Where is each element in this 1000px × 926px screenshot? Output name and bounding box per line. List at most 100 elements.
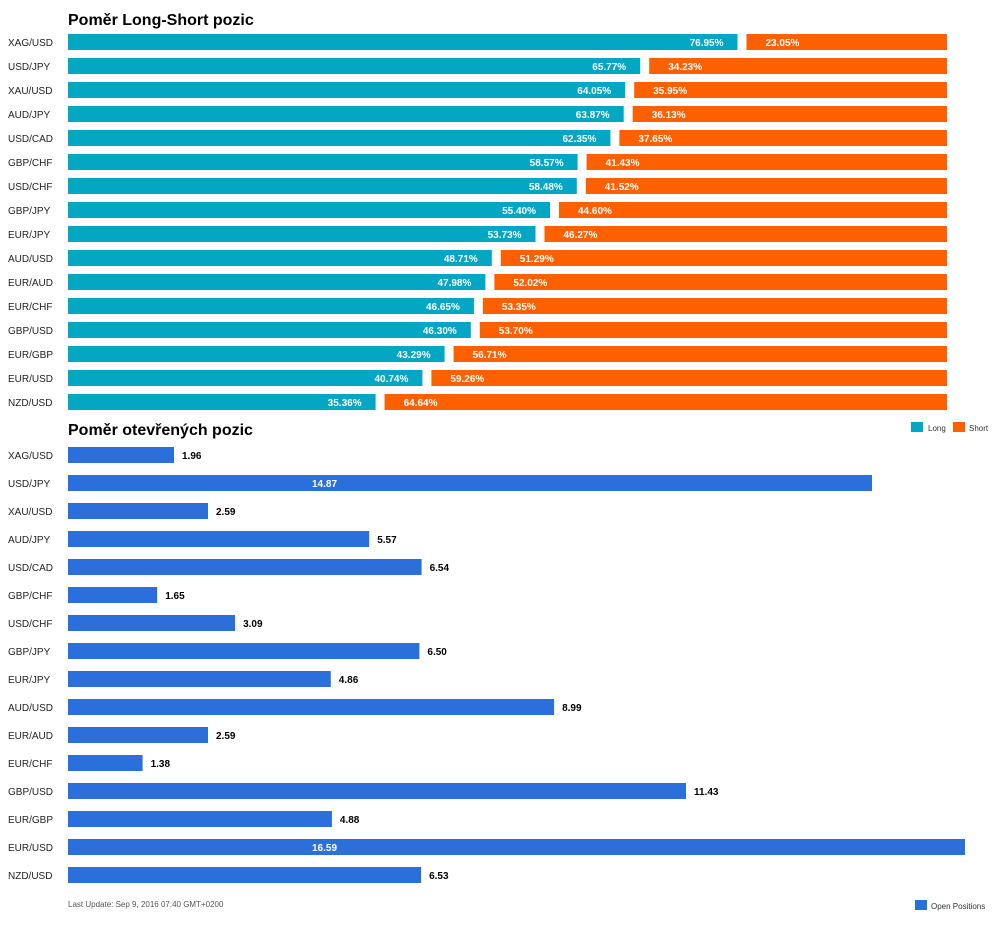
long-short-category-label: XAG/USD: [8, 38, 53, 49]
short-bar: [559, 202, 947, 218]
open-positions-bar: [68, 811, 332, 827]
short-percent-label: 34.23%: [668, 62, 702, 73]
short-bar: [431, 370, 947, 386]
long-bar: [68, 130, 611, 146]
open-positions-category-label: EUR/JPY: [8, 675, 51, 686]
long-percent-label: 76.95%: [690, 38, 724, 49]
open-positions-bar: [68, 531, 370, 547]
long-percent-label: 58.48%: [529, 182, 563, 193]
long-bar: [68, 178, 577, 194]
open-positions-category-label: EUR/CHF: [8, 759, 52, 770]
long-bar: [68, 106, 624, 122]
long-percent-label: 53.73%: [488, 230, 522, 241]
short-bar: [746, 34, 947, 50]
long-percent-label: 62.35%: [562, 134, 596, 145]
open-positions-bar: [68, 839, 965, 855]
short-bar: [632, 106, 947, 122]
open-positions-chart: Poměr otevřených pozic XAG/USD USD/JPY XAU…: [8, 422, 985, 911]
open-positions-value-label: 8.99: [562, 703, 582, 714]
open-positions-bar: [68, 783, 686, 799]
open-positions-category-label: EUR/AUD: [8, 731, 53, 742]
open-positions-category-label: USD/JPY: [8, 479, 51, 490]
short-percent-label: 46.27%: [564, 230, 598, 241]
long-percent-label: 35.36%: [328, 398, 362, 409]
long-short-chart: Poměr Long-Short pozic XAG/USD USD/JPY XAU…: [8, 12, 989, 433]
short-bar: [494, 274, 947, 290]
open-positions-bars: 1.96 14.87 2.59 5.57 6.54 1.65 3.09 6.50 4.86 8.9…: [68, 447, 965, 883]
open-positions-category-label: GBP/JPY: [8, 647, 51, 658]
short-bar: [585, 178, 947, 194]
short-percent-label: 53.70%: [499, 326, 533, 337]
short-bar: [619, 130, 947, 146]
short-percent-label: 36.13%: [652, 110, 686, 121]
open-positions-value-label: 1.38: [151, 759, 171, 770]
open-positions-bar: [68, 587, 158, 603]
short-percent-label: 64.64%: [404, 398, 438, 409]
long-bar: [68, 34, 738, 50]
short-percent-label: 56.71%: [473, 350, 507, 361]
short-bar: [384, 394, 948, 410]
long-short-category-label: AUD/USD: [8, 254, 53, 265]
legend-long-label: Long: [928, 424, 946, 433]
open-positions-bar: [68, 643, 420, 659]
long-bar: [68, 154, 578, 170]
long-bar: [68, 322, 471, 338]
long-bar: [68, 226, 536, 242]
long-percent-label: 63.87%: [576, 110, 610, 121]
open-positions-bar: [68, 699, 555, 715]
legend-short-swatch: [953, 422, 965, 432]
open-positions-value-label: 1.65: [165, 591, 185, 602]
long-percent-label: 58.57%: [530, 158, 564, 169]
open-positions-bar: [68, 559, 422, 575]
long-short-category-label: XAU/USD: [8, 86, 52, 97]
long-short-category-label: GBP/JPY: [8, 206, 51, 217]
short-bar: [482, 298, 947, 314]
open-positions-category-label: GBP/CHF: [8, 591, 52, 602]
open-positions-bar: [68, 755, 143, 771]
open-positions-legend: Open Positions: [915, 900, 985, 911]
open-positions-bar: [68, 615, 236, 631]
open-positions-value-label: 4.88: [340, 815, 360, 826]
long-bar: [68, 58, 641, 74]
short-bar: [544, 226, 947, 242]
long-bar: [68, 274, 486, 290]
open-positions-category-label: GBP/USD: [8, 787, 53, 798]
open-positions-category-label: AUD/USD: [8, 703, 53, 714]
long-percent-label: 48.71%: [444, 254, 478, 265]
long-short-legend: Long Short: [911, 422, 989, 433]
open-positions-category-label: USD/CHF: [8, 619, 52, 630]
short-bar: [586, 154, 947, 170]
long-percent-label: 46.65%: [426, 302, 460, 313]
short-percent-label: 23.05%: [766, 38, 800, 49]
last-update-text: Last Update: Sep 9, 2016 07:40 GMT+0200: [68, 900, 224, 909]
open-positions-bar: [68, 727, 208, 743]
legend-short-label: Short: [969, 424, 989, 433]
open-positions-bar: [68, 475, 872, 491]
open-positions-bar: [68, 671, 331, 687]
short-percent-label: 51.29%: [520, 254, 554, 265]
open-positions-category-labels: XAG/USD USD/JPY XAU/USD AUD/JPY USD/CAD GBP/C…: [8, 451, 53, 882]
short-percent-label: 59.26%: [450, 374, 484, 385]
long-short-category-label: EUR/CHF: [8, 302, 52, 313]
open-positions-value-label: 6.50: [427, 647, 447, 658]
long-bar: [68, 346, 445, 362]
long-percent-label: 40.74%: [374, 374, 408, 385]
long-short-category-label: EUR/GBP: [8, 350, 53, 361]
open-positions-value-label: 3.09: [243, 619, 263, 630]
short-bar: [500, 250, 947, 266]
long-bar: [68, 202, 550, 218]
open-positions-value-label: 4.86: [339, 675, 359, 686]
long-percent-label: 65.77%: [592, 62, 626, 73]
legend-open-positions-label: Open Positions: [931, 902, 985, 911]
open-positions-category-label: AUD/JPY: [8, 535, 51, 546]
long-short-category-label: AUD/JPY: [8, 110, 51, 121]
open-positions-category-label: USD/CAD: [8, 563, 53, 574]
open-positions-value-label: 6.53: [429, 871, 449, 882]
long-short-category-label: EUR/AUD: [8, 278, 53, 289]
open-positions-category-label: EUR/USD: [8, 843, 53, 854]
open-positions-category-label: XAG/USD: [8, 451, 53, 462]
long-short-category-label: USD/JPY: [8, 62, 51, 73]
open-positions-value-label: 11.43: [694, 787, 719, 798]
